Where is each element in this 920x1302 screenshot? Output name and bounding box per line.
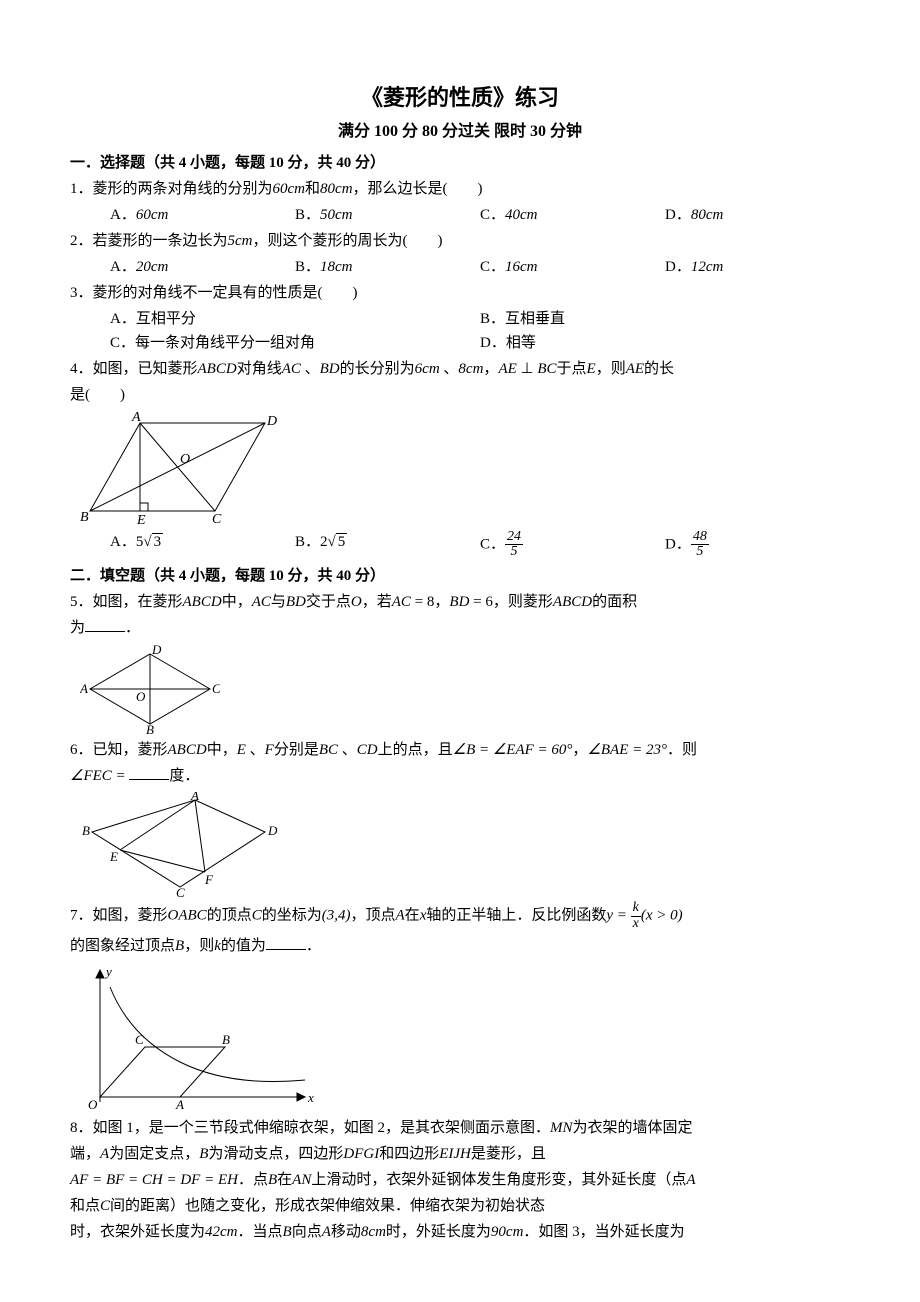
q1-text-a: 1．菱形的两条对角线的分别为 xyxy=(70,181,273,197)
q1-options: A．60cm B．50cm C．40cm D．80cm xyxy=(110,203,850,227)
q6-figure: A B C D E F xyxy=(80,792,280,897)
q6-label-a: A xyxy=(190,792,199,803)
q7-figure: O A B C x y xyxy=(80,962,320,1112)
q3-opt-a: A．互相平分 xyxy=(110,307,480,331)
section-1-heading: 一．选择题（共 4 小题，每题 10 分，共 40 分） xyxy=(70,151,850,175)
q2-opt-d: D．12cm xyxy=(665,255,850,279)
q6-label-b: B xyxy=(82,823,90,838)
q2-v1: 5cm xyxy=(228,233,253,249)
q7-label-a: A xyxy=(175,1097,184,1112)
q6-label-f: F xyxy=(204,872,214,887)
q1-v1: 60cm xyxy=(273,181,306,197)
q4-options: A．5√3 B．2√5 C．245 D．485 xyxy=(110,530,850,560)
q6-label-d: D xyxy=(267,823,278,838)
question-8-l4: 和点C间的距离）也随之变化，形成衣架伸缩效果．伸缩衣架为初始状态 xyxy=(70,1194,850,1218)
question-6-tail: ∠FEC = 度． xyxy=(70,764,850,788)
question-8-l1: 8．如图 1，是一个三节段式伸缩晾衣架，如图 2，是其衣架侧面示意图．MN为衣架… xyxy=(70,1116,850,1140)
q5-label-a: A xyxy=(80,681,88,696)
question-1: 1．菱形的两条对角线的分别为60cm和80cm，那么边长是( ) xyxy=(70,177,850,201)
q7-label-o: O xyxy=(88,1097,98,1112)
q3-opt-d: D．相等 xyxy=(480,331,850,355)
q3-opt-b: B．互相垂直 xyxy=(480,307,850,331)
q5-label-b: B xyxy=(146,722,154,734)
question-7: 7．如图，菱形OABC的顶点C的坐标为(3,4)，顶点A在x轴的正半轴上．反比例… xyxy=(70,901,850,931)
page-title: 《菱形的性质》练习 xyxy=(70,80,850,115)
q4-label-e: E xyxy=(136,513,146,526)
question-8-l2: 端，A为固定支点，B为滑动支点，四边形DFGI和四边形EIJH是菱形，且 xyxy=(70,1142,850,1166)
q4-label-o: O xyxy=(180,452,190,467)
q5-label-c: C xyxy=(212,681,220,696)
question-5-tail: 为． xyxy=(70,616,850,640)
q2-options: A．20cm B．18cm C．16cm D．12cm xyxy=(110,255,850,279)
q5-label-o: O xyxy=(136,689,146,704)
q2-opt-b: B．18cm xyxy=(295,255,480,279)
q4-label-b: B xyxy=(80,510,89,525)
q1-opt-d: D．80cm xyxy=(665,203,850,227)
q5-figure: A B C D O xyxy=(80,644,220,734)
q6-label-c: C xyxy=(176,885,185,897)
q4-label-a: A xyxy=(131,411,141,425)
q7-blank xyxy=(266,934,306,950)
q1-opt-c: C．40cm xyxy=(480,203,665,227)
question-8-l3: AF = BF = CH = DF = EH．点B在AN上滑动时，衣架外延钢体发… xyxy=(70,1168,850,1192)
q1-opt-a: A．60cm xyxy=(110,203,295,227)
q4-opt-a: A．5√3 xyxy=(110,530,295,560)
q2-text-a: 2．若菱形的一条边长为 xyxy=(70,233,228,249)
q1-text-b: ，那么边长是( ) xyxy=(353,181,483,197)
q7-label-c: C xyxy=(135,1032,144,1047)
q5-blank xyxy=(85,616,125,632)
section-2-heading: 二．填空题（共 4 小题，每题 10 分，共 40 分） xyxy=(70,564,850,588)
q4-opt-b: B．2√5 xyxy=(295,530,480,560)
question-8-l5: 时，衣架外延长度为42cm．当点B向点A移动8cm时，外延长度为90cm．如图 … xyxy=(70,1220,850,1244)
q4-label-c: C xyxy=(212,512,222,526)
question-7-line2: 的图象经过顶点B，则k的值为． xyxy=(70,934,850,958)
q4-label-d: D xyxy=(266,414,277,429)
question-4-tail: 是( ) xyxy=(70,383,850,407)
page-subtitle: 满分 100 分 80 分过关 限时 30 分钟 xyxy=(70,119,850,145)
question-5: 5．如图，在菱形ABCD中，AC与BD交于点O，若AC = 8，BD = 6，则… xyxy=(70,590,850,614)
q3-options: A．互相平分 B．互相垂直 C．每一条对角线平分一组对角 D．相等 xyxy=(110,307,850,355)
q4-opt-d: D．485 xyxy=(665,530,850,560)
q7-label-x: x xyxy=(307,1090,314,1105)
q7-label-y: y xyxy=(104,964,112,979)
q1-v2: 80cm xyxy=(320,181,353,197)
q6-label-e: E xyxy=(109,849,118,864)
question-2: 2．若菱形的一条边长为5cm，则这个菱形的周长为( ) xyxy=(70,229,850,253)
q5-label-d: D xyxy=(151,644,162,657)
q6-blank xyxy=(129,764,169,780)
q2-opt-a: A．20cm xyxy=(110,255,295,279)
q1-opt-b: B．50cm xyxy=(295,203,480,227)
question-4: 4．如图，已知菱形ABCD对角线AC 、BD的长分别为6cm 、8cm，AE ⊥… xyxy=(70,357,850,381)
q3-opt-c: C．每一条对角线平分一组对角 xyxy=(110,331,480,355)
question-6: 6．已知，菱形ABCD中，E 、F分别是BC 、CD上的点，且∠B = ∠EAF… xyxy=(70,738,850,762)
q7-label-b: B xyxy=(222,1032,230,1047)
q2-opt-c: C．16cm xyxy=(480,255,665,279)
q4-opt-c: C．245 xyxy=(480,530,665,560)
q2-text-b: ，则这个菱形的周长为( ) xyxy=(253,233,443,249)
question-3: 3．菱形的对角线不一定具有的性质是( ) xyxy=(70,281,850,305)
q1-mid: 和 xyxy=(305,181,320,197)
q4-figure: A D B C E O xyxy=(80,411,280,526)
